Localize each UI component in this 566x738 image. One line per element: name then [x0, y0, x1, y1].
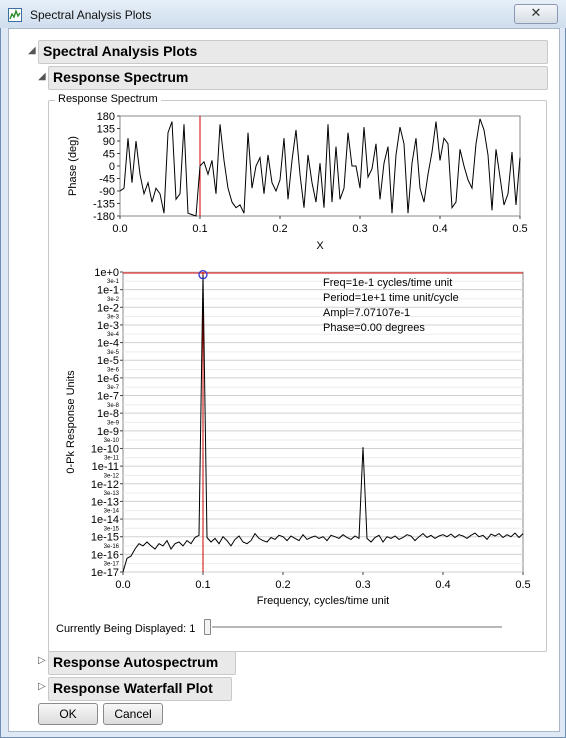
annotation-line: Ampl=7.07107e-1: [323, 307, 410, 319]
x-tick-label: 0.2: [272, 223, 287, 235]
y-minor-tick-label: 3e-3: [107, 315, 120, 321]
selected-peak-marker: [198, 270, 208, 280]
y-tick-label: 1e-13: [91, 496, 119, 508]
y-tick-label: 1e-14: [91, 514, 119, 526]
display-slider-thumb[interactable]: [204, 619, 211, 635]
x-tick-label: 0.0: [112, 223, 127, 235]
annotation-line: Phase=0.00 degrees: [323, 322, 425, 334]
y-minor-tick-label: 3e-11: [104, 456, 120, 462]
y-minor-tick-label: 3e-4: [107, 332, 120, 338]
y-tick-label: 1e-12: [91, 479, 119, 491]
y-minor-tick-label: 3e-17: [104, 562, 120, 568]
x-tick-label: 0.2: [275, 579, 290, 591]
x-axis-label: Frequency, cycles/time unit: [257, 595, 389, 607]
y-tick-label: 1e-9: [97, 426, 119, 438]
slider-label: Currently Being Displayed: 1: [56, 623, 196, 635]
y-tick-label: 1e-17: [91, 567, 119, 579]
display-slider-track[interactable]: [212, 626, 502, 628]
y-tick-label: -180: [93, 211, 115, 223]
y-minor-tick-label: 3e-12: [104, 473, 120, 479]
y-axis-label: Phase (deg): [67, 136, 79, 196]
amplitude-chart: 1e+0 1e-1 1e-2 1e-3 1e-4 1e-5 1e-6 1e-7 1e-8 1e-9…: [65, 267, 531, 607]
outline-header-spectral-analysis[interactable]: Spectral Analysis Plots: [38, 40, 548, 64]
y-tick-label: 90: [103, 136, 115, 148]
outline-title-response-spectrum: Response Spectrum: [53, 69, 189, 85]
y-tick-label: 0: [109, 161, 115, 173]
y-tick-label: 1e-5: [97, 355, 119, 367]
y-tick-label: 45: [103, 149, 115, 161]
y-axis-label: 0-Pk Response Units: [65, 370, 77, 474]
y-tick-label: 1e-16: [91, 549, 119, 561]
title-bar[interactable]: Spectral Analysis Plots ✕: [0, 0, 566, 28]
outline-title-waterfall: Response Waterfall Plot: [53, 680, 213, 696]
triangle-collapsed-icon[interactable]: ▷: [38, 655, 46, 666]
outline-title-autospectrum: Response Autospectrum: [53, 654, 219, 670]
y-tick-label: -135: [93, 199, 115, 211]
x-tick-label: 0.0: [115, 579, 130, 591]
outline-header-response-waterfall[interactable]: Response Waterfall Plot: [48, 677, 232, 701]
cancel-button[interactable]: Cancel: [103, 703, 163, 725]
annotation-line: Freq=1e-1 cycles/time unit: [323, 277, 452, 289]
x-tick-label: 0.5: [515, 579, 530, 591]
y-tick-label: 1e-1: [97, 285, 119, 297]
y-minor-tick-label: 3e-15: [104, 526, 120, 532]
y-tick-label: 1e-7: [97, 391, 119, 403]
triangle-collapsed-icon[interactable]: ▷: [38, 681, 46, 692]
y-minor-tick-label: 3e-2: [107, 297, 120, 303]
x-tick-label: 0.1: [195, 579, 210, 591]
close-button[interactable]: ✕: [514, 4, 558, 24]
y-minor-tick-label: 3e-6: [107, 367, 120, 373]
response-spectrum-group: [48, 100, 547, 652]
x-tick-label: 0.3: [355, 579, 370, 591]
amplitude-series-line: [122, 274, 524, 573]
y-minor-tick-label: 3e-5: [107, 350, 120, 356]
outline-title-main: Spectral Analysis Plots: [43, 43, 198, 59]
y-minor-tick-label: 3e-13: [104, 491, 120, 497]
y-minor-tick-label: 3e-10: [104, 438, 120, 444]
y-tick-label: 1e-10: [91, 443, 119, 455]
y-tick-label: -45: [99, 174, 115, 186]
close-icon: ✕: [530, 6, 542, 21]
group-label: Response Spectrum: [55, 93, 161, 105]
x-tick-label: 0.4: [432, 223, 447, 235]
y-tick-label: -90: [99, 186, 115, 198]
y-tick-label: 1e-3: [97, 320, 119, 332]
y-minor-tick-label: 3e-7: [107, 385, 120, 391]
x-tick-label: 0.1: [192, 223, 207, 235]
y-tick-label: 180: [97, 111, 115, 123]
annotation-line: Period=1e+1 time unit/cycle: [323, 292, 459, 304]
triangle-expanded-icon[interactable]: ◢: [28, 45, 36, 56]
chart-spectrum-icon: [8, 8, 22, 22]
phase-series-line: [119, 118, 521, 217]
y-tick-label: 1e-8: [97, 408, 119, 420]
y-minor-tick-label: 3e-9: [107, 420, 120, 426]
y-tick-label: 135: [97, 124, 115, 136]
y-tick-label: 1e-6: [97, 373, 119, 385]
x-axis-label: X: [316, 240, 324, 252]
triangle-expanded-icon[interactable]: ◢: [38, 71, 46, 82]
x-tick-label: 0.3: [352, 223, 367, 235]
y-tick-label: 1e+0: [94, 267, 119, 279]
y-minor-tick-label: 3e-1: [107, 279, 120, 285]
y-tick-label: 1e-11: [92, 461, 119, 473]
window-title: Spectral Analysis Plots: [30, 8, 152, 22]
y-minor-tick-label: 3e-8: [107, 403, 120, 409]
outline-header-response-autospectrum[interactable]: Response Autospectrum: [48, 651, 236, 675]
y-tick-label: 1e-15: [91, 532, 119, 544]
outline-header-response-spectrum[interactable]: Response Spectrum: [48, 66, 548, 90]
ok-button[interactable]: OK: [38, 703, 98, 725]
y-minor-tick-label: 3e-16: [104, 544, 120, 550]
y-tick-label: 1e-4: [97, 338, 119, 350]
y-tick-label: 1e-2: [97, 302, 119, 314]
x-tick-label: 0.5: [512, 223, 527, 235]
y-minor-tick-label: 3e-14: [104, 509, 120, 515]
x-tick-label: 0.4: [435, 579, 450, 591]
